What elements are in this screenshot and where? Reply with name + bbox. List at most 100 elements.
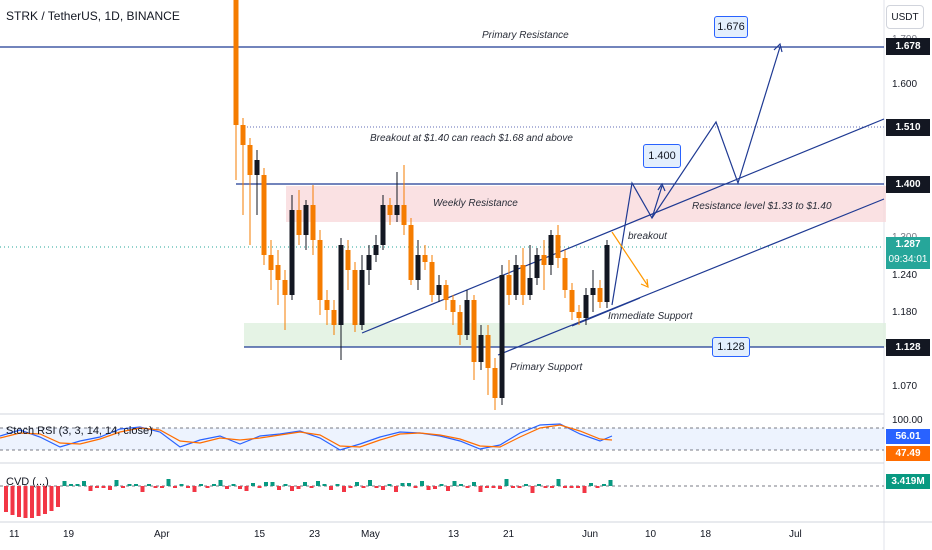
cvd-bar <box>127 484 132 486</box>
candle-body <box>555 235 561 258</box>
cvd-bar <box>478 486 483 492</box>
current-price: 1.287 <box>895 239 921 250</box>
price-tag-breakout-level[interactable]: 1.510 <box>886 119 930 136</box>
cvd-bar <box>608 480 613 486</box>
breakout-arrowhead-small <box>657 182 666 192</box>
cvd-bar <box>309 486 314 488</box>
cvd-bar <box>205 486 210 488</box>
cvd-bar <box>452 481 457 486</box>
cvd-bar <box>36 486 41 516</box>
annotation-breakout-note[interactable]: Breakout at $1.40 can reach $1.68 and ab… <box>370 133 573 144</box>
cvd-bar <box>264 482 268 486</box>
annotation-weekly-resistance[interactable]: Weekly Resistance <box>433 198 518 209</box>
annotation-breakout[interactable]: breakout <box>628 231 667 242</box>
candle-body <box>373 245 379 255</box>
candle-body <box>268 255 274 270</box>
candle-body <box>387 205 393 215</box>
cvd-bar <box>147 484 151 486</box>
chart-title[interactable]: STRK / TetherUS, 1D, BINANCE <box>6 9 180 23</box>
cvd-bar <box>153 486 158 488</box>
annotation-primary-resistance[interactable]: Primary Resistance <box>482 30 569 41</box>
candle-body <box>289 210 295 295</box>
candle-body <box>408 225 414 280</box>
cvd-bar <box>433 486 437 489</box>
cvd-bar <box>407 483 411 486</box>
candle-body <box>317 240 323 300</box>
cvd-bar <box>277 486 281 490</box>
weekly-resistance-zone[interactable] <box>286 186 886 222</box>
cvd-bar <box>121 486 125 488</box>
candle-body <box>450 300 456 312</box>
cvd-bar <box>387 484 392 486</box>
cvd-bar <box>296 486 301 489</box>
candle-body <box>520 265 526 295</box>
cvd-bar <box>75 484 80 486</box>
annotation-immediate-support[interactable]: Immediate Support <box>608 311 693 322</box>
date-jun: Jun <box>582 529 599 540</box>
cvd-bar <box>108 486 112 490</box>
candle-body <box>233 0 239 125</box>
price-tag-weekly-resistance[interactable]: 1.400 <box>886 176 930 193</box>
cvd-bar <box>62 481 67 486</box>
stoch-rsi-d-line <box>0 424 613 448</box>
annotation-resistance-level[interactable]: Resistance level $1.33 to $1.40 <box>692 201 832 212</box>
price-tag-primary-resistance[interactable]: 1.678 <box>886 38 930 55</box>
candle-body <box>240 125 246 145</box>
channel-upper-line[interactable] <box>361 118 885 334</box>
cvd-bar <box>530 486 535 493</box>
cvd-bar <box>160 486 164 488</box>
candle-body <box>331 310 337 325</box>
cvd-label[interactable]: CVD (...) <box>6 476 49 488</box>
candle-body <box>303 205 309 235</box>
cvd-bar <box>485 486 489 488</box>
channel-lower-line[interactable] <box>497 198 885 356</box>
stoch-rsi-k-line <box>0 423 613 451</box>
cvd-bar <box>589 483 593 486</box>
cvd-bar <box>348 486 353 488</box>
price-tick-1240: 1.240 <box>892 270 918 281</box>
candle-body <box>464 300 470 335</box>
price-tick-1600: 1.600 <box>892 79 918 90</box>
immediate-support-line[interactable] <box>571 297 641 327</box>
candle-body <box>548 235 554 265</box>
cvd-bar <box>303 482 307 486</box>
target-box-mid[interactable]: 1.400 <box>643 144 681 168</box>
cvd-bar <box>465 486 470 488</box>
cvd-bar <box>30 486 34 518</box>
candle-body <box>583 295 589 318</box>
cvd-bar <box>69 484 73 486</box>
candle-body <box>401 205 407 225</box>
stoch-rsi-label[interactable]: Stoch RSI (3, 3, 14, 14, close) <box>6 425 153 437</box>
downside-arrow[interactable] <box>611 231 649 287</box>
cvd-bar <box>543 486 548 488</box>
cvd-bar <box>504 479 509 486</box>
candle-body <box>597 288 603 302</box>
candlestick-series[interactable] <box>233 0 610 410</box>
candle-body <box>359 270 365 325</box>
cvd-bar <box>335 484 340 486</box>
current-price-tag[interactable]: 1.287 09:34:01 <box>886 237 930 269</box>
candle-body <box>576 312 582 318</box>
annotation-primary-support[interactable]: Primary Support <box>510 362 583 373</box>
cvd-bar <box>329 486 333 490</box>
cvd-bar <box>257 486 262 488</box>
cvd-bar <box>595 486 600 488</box>
cvd-bar <box>43 486 47 514</box>
support-box[interactable]: 1.128 <box>712 337 750 357</box>
cvd-bar <box>82 481 86 486</box>
cvd-bar <box>576 486 580 488</box>
cvd-bar <box>602 484 606 486</box>
price-tag-primary-support[interactable]: 1.128 <box>886 339 930 356</box>
currency-button[interactable]: USDT <box>886 5 924 29</box>
cvd-bar <box>472 482 476 486</box>
cvd-bar <box>166 479 171 486</box>
projection-path[interactable] <box>611 46 781 306</box>
support-zone[interactable] <box>244 323 886 347</box>
target-box-high[interactable]: 1.676 <box>714 16 748 38</box>
cvd-bar <box>374 486 379 488</box>
candle-body <box>443 285 449 300</box>
candle-body <box>527 278 533 295</box>
cvd-bar <box>283 484 288 486</box>
candle-body <box>380 205 386 245</box>
